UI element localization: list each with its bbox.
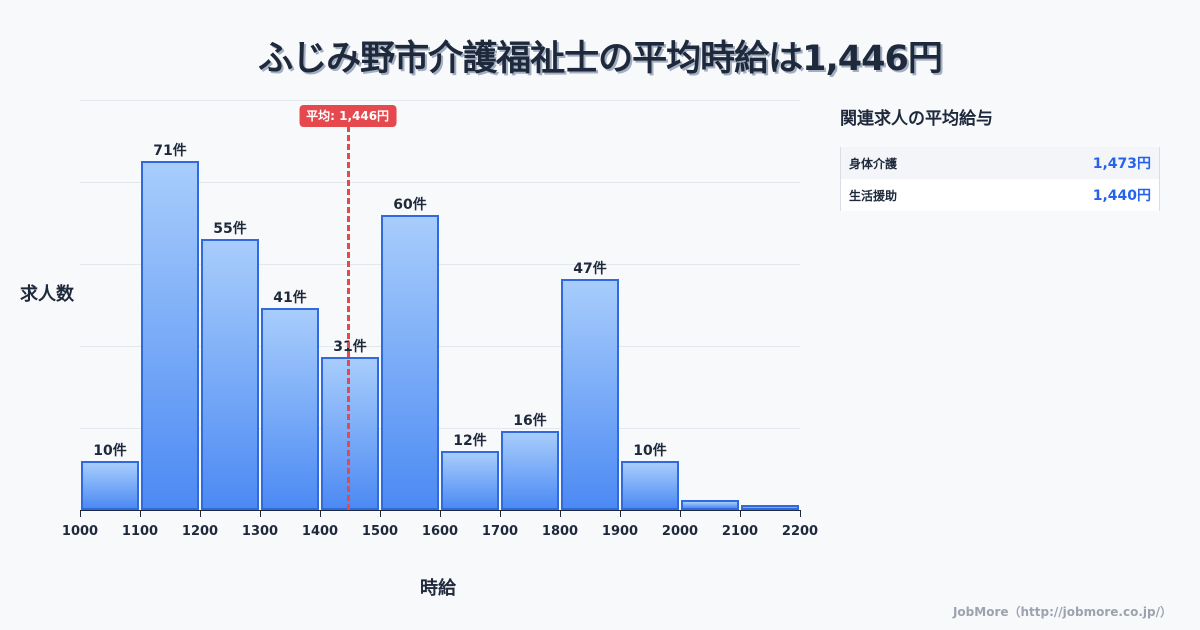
average-badge: 平均: 1,446円	[299, 105, 397, 127]
x-tick	[200, 510, 201, 517]
histogram-bar	[681, 500, 739, 510]
gridline	[80, 182, 800, 183]
x-tick-label: 1900	[601, 524, 639, 539]
histogram-bar	[201, 239, 259, 510]
x-tick-label: 2100	[721, 524, 759, 539]
x-tick-label: 1500	[361, 524, 399, 539]
bar-value-label: 12件	[453, 432, 487, 449]
bar-value-label: 47件	[573, 260, 607, 277]
average-line	[346, 126, 350, 510]
related-salary-title: 関連求人の平均給与	[840, 109, 993, 129]
gridline	[80, 264, 800, 265]
histogram-bar	[321, 357, 379, 510]
x-axis-label: 時給	[420, 578, 456, 599]
related-salary-panel: 関連求人の平均給与 身体介護 1,473円 生活援助 1,440円	[840, 104, 1160, 211]
bar-value-label: 41件	[273, 290, 307, 307]
x-tick	[440, 510, 441, 517]
job-name: 身体介護	[849, 156, 898, 171]
bar-value-label: 10件	[93, 442, 127, 459]
x-tick	[620, 510, 621, 517]
job-salary: 1,473円	[1092, 156, 1151, 172]
x-tick	[80, 510, 81, 517]
job-name: 生活援助	[849, 188, 898, 203]
footer-credit: JobMore（http://jobmore.co.jp/）	[952, 605, 1172, 619]
gridline	[80, 428, 800, 429]
histogram-bar	[381, 214, 439, 510]
bar-value-label: 71件	[153, 142, 187, 159]
histogram-bar	[441, 450, 499, 510]
histogram-bar	[81, 460, 139, 510]
x-tick	[800, 510, 801, 517]
y-axis-label: 求人数	[20, 284, 74, 305]
x-tick-label: 1800	[541, 524, 579, 539]
x-tick	[560, 510, 561, 517]
related-salary-table: 身体介護 1,473円 生活援助 1,440円	[840, 147, 1160, 211]
histogram-chart: 求人数 時給 10件 71件 55件 41件 31件 60件 12件 16件 47件 10件 平均:…	[20, 100, 818, 599]
bar-value-label: 31件	[333, 339, 367, 356]
bar-value-label: 60件	[393, 196, 427, 213]
bar-value-label: 10件	[633, 442, 667, 459]
x-tick-label: 2200	[781, 524, 819, 539]
histogram-bar	[261, 308, 319, 510]
gridline	[80, 346, 800, 347]
plot-area: 10件 71件 55件 41件 31件 60件 12件 16件 47件 10件 平均: 1,446円	[80, 100, 801, 517]
related-salary-row: 身体介護 1,473円	[841, 147, 1159, 179]
x-tick	[140, 510, 141, 517]
x-tick	[380, 510, 381, 517]
page-title: ふじみ野市介護福祉士の平均時給は1,446円	[258, 39, 943, 79]
histogram-bar	[561, 278, 619, 510]
x-tick	[260, 510, 261, 517]
x-tick	[680, 510, 681, 517]
x-tick-label: 1000	[61, 524, 99, 539]
x-tick-label: 1100	[121, 524, 159, 539]
x-tick	[740, 510, 741, 517]
histogram-bar	[741, 505, 799, 510]
x-tick-label: 1600	[421, 524, 459, 539]
x-tick-label: 2000	[661, 524, 699, 539]
bar-value-label: 16件	[513, 413, 547, 430]
job-salary: 1,440円	[1092, 188, 1151, 204]
x-tick-label: 1400	[301, 524, 339, 539]
histogram-bar	[141, 160, 199, 510]
x-tick	[320, 510, 321, 517]
x-tick-label: 1700	[481, 524, 519, 539]
histogram-bar	[621, 460, 679, 510]
x-tick	[500, 510, 501, 517]
histogram-bar	[501, 431, 559, 510]
related-salary-row: 生活援助 1,440円	[841, 179, 1159, 211]
x-tick-label: 1200	[181, 524, 219, 539]
bar-value-label: 55件	[213, 221, 247, 238]
x-tick-label: 1300	[241, 524, 279, 539]
gridline	[80, 100, 800, 101]
